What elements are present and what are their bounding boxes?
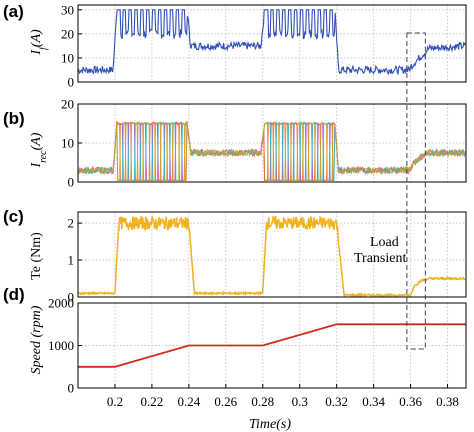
y-tick-label: 30 (61, 2, 74, 17)
annotation-load: Load (370, 235, 399, 250)
x-axis-label: Time(s) (249, 417, 291, 432)
panel-tag-a: (a) (3, 2, 24, 21)
y-tick-label: 10 (61, 136, 74, 151)
y-tick-label: 2 (68, 216, 75, 231)
x-tick-label: 0.28 (251, 394, 274, 409)
ylabel-d: Speed (rpm) (29, 305, 44, 374)
ylabel-b: Irec(A) (29, 132, 49, 168)
y-tick-label: 0 (68, 75, 75, 90)
x-tick-label: 0.36 (399, 394, 422, 409)
series-irec-4 (78, 120, 466, 181)
series-if (78, 9, 466, 76)
x-tick-label: 0.38 (436, 394, 459, 409)
panel-1: 0 10 20 30 (61, 2, 467, 90)
x-tick-label: 0.24 (177, 394, 200, 409)
y-tick-label: 20 (61, 97, 74, 112)
annotation-transient: Transient (354, 251, 406, 266)
panel-tag-d: (d) (3, 285, 25, 304)
plot-frame (77, 211, 467, 298)
y-tick-label: 10 (61, 50, 74, 65)
waveform-2 (78, 120, 466, 181)
waveform-4 (78, 323, 466, 368)
ylabel-c: Te (Nm) (29, 232, 44, 280)
series-irec-2 (78, 120, 466, 181)
plot-frame (77, 4, 467, 83)
panel-4: 0 1000 2000 (48, 296, 467, 396)
panel-tag-c: (c) (3, 207, 24, 226)
panel-3: 0 1 2 (68, 211, 467, 305)
panel-tag-b: (b) (3, 109, 25, 128)
x-tick-label: 0.22 (141, 394, 164, 409)
series-speed (78, 323, 466, 368)
plot-frame (77, 302, 467, 389)
series-te (78, 214, 466, 297)
panel-2: 0 10 20 (61, 97, 467, 190)
plot-frame (77, 103, 467, 183)
ylabel-a: If(A) (29, 29, 49, 56)
y-tick-label: 20 (61, 26, 74, 41)
y-tick-label: 1 (68, 253, 75, 268)
y-tick-label: 0 (68, 175, 75, 190)
y-tick-label: 2000 (48, 296, 74, 311)
waveform-1 (78, 9, 466, 76)
x-tick-label: 0.32 (325, 394, 348, 409)
x-tick-label: 0.34 (362, 394, 385, 409)
y-tick-label: 1000 (48, 338, 74, 353)
x-tick-label: 0.3 (292, 394, 308, 409)
y-tick-label: 0 (68, 290, 75, 305)
waveform-3 (78, 214, 466, 297)
x-tick-label: 0.2 (107, 394, 123, 409)
x-tick-label: 0.26 (214, 394, 237, 409)
y-tick-label: 0 (68, 381, 75, 396)
load-transient-box (406, 32, 426, 350)
